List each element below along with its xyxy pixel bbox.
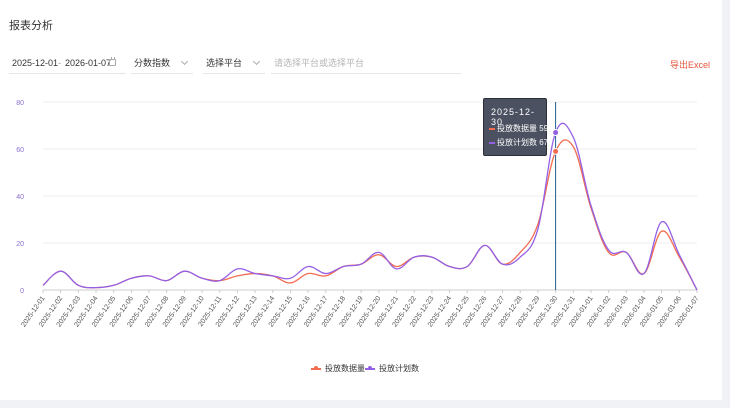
tooltip-value: 67 xyxy=(539,138,549,147)
page-title: 报表分析 xyxy=(9,20,53,32)
date-start: 2025-12-01 xyxy=(12,58,59,68)
chart-legend: 投放数据量 投放计划数 xyxy=(0,363,722,375)
tooltip-marker-series1 xyxy=(489,127,495,130)
tooltip-label: 投放数据量 xyxy=(497,124,537,133)
chevron-down-icon xyxy=(252,57,261,66)
tooltip-label: 投放计划数 xyxy=(497,138,537,147)
series-line-2 xyxy=(42,122,698,291)
export-excel-button[interactable]: 导出Excel xyxy=(670,60,711,70)
y-tick-label: 80 xyxy=(16,100,24,107)
y-tick-label: 60 xyxy=(16,147,24,154)
platform-select-value: 选择平台 xyxy=(206,58,243,68)
tooltip-row-series2: 投放计划数 67 xyxy=(489,138,548,148)
calendar-icon xyxy=(109,57,116,66)
legend-marker-series1 xyxy=(311,365,321,370)
metric-select[interactable]: 分数指数 xyxy=(131,52,193,74)
y-tick-label: 0 xyxy=(20,288,24,295)
y-tick-label: 20 xyxy=(16,241,24,248)
legend-label: 投放计划数 xyxy=(379,364,419,373)
date-range-picker[interactable]: 2025-12-01 - 2026-01-07 xyxy=(9,52,126,74)
hover-point-series-2 xyxy=(552,129,560,137)
metric-select-value: 分数指数 xyxy=(134,58,171,68)
y-tick-label: 40 xyxy=(16,194,24,201)
report-card: 报表分析 2025-12-01 - 2026-01-07 分数指数 选择平台 请… xyxy=(0,0,722,400)
legend-label: 投放数据量 xyxy=(325,364,365,373)
tooltip-marker-series2 xyxy=(489,141,495,144)
search-placeholder: 请选择平台或选择平台 xyxy=(274,58,365,68)
date-end: 2026-01-07 xyxy=(65,58,112,68)
tooltip-row-series1: 投放数据量 59 xyxy=(489,124,548,134)
line-chart: 0204060802025-12-012025-12-022025-12-032… xyxy=(16,100,700,328)
tooltip-date: 2025-12-30 xyxy=(491,107,536,127)
chevron-down-icon xyxy=(180,57,189,66)
legend-item-series1[interactable]: 投放数据量 xyxy=(311,363,365,375)
legend-item-series2[interactable]: 投放计划数 xyxy=(365,363,419,375)
series-line-1 xyxy=(42,139,698,291)
platform-select[interactable]: 选择平台 xyxy=(203,52,265,74)
date-separator: - xyxy=(58,58,61,68)
tooltip-value: 59 xyxy=(539,124,549,133)
search-input[interactable]: 请选择平台或选择平台 xyxy=(271,52,461,74)
legend-marker-series2 xyxy=(365,365,375,370)
hover-point-series-1 xyxy=(552,147,560,155)
chart-tooltip: 2025-12-30 投放数据量 59 投放计划数 67 xyxy=(483,98,548,156)
